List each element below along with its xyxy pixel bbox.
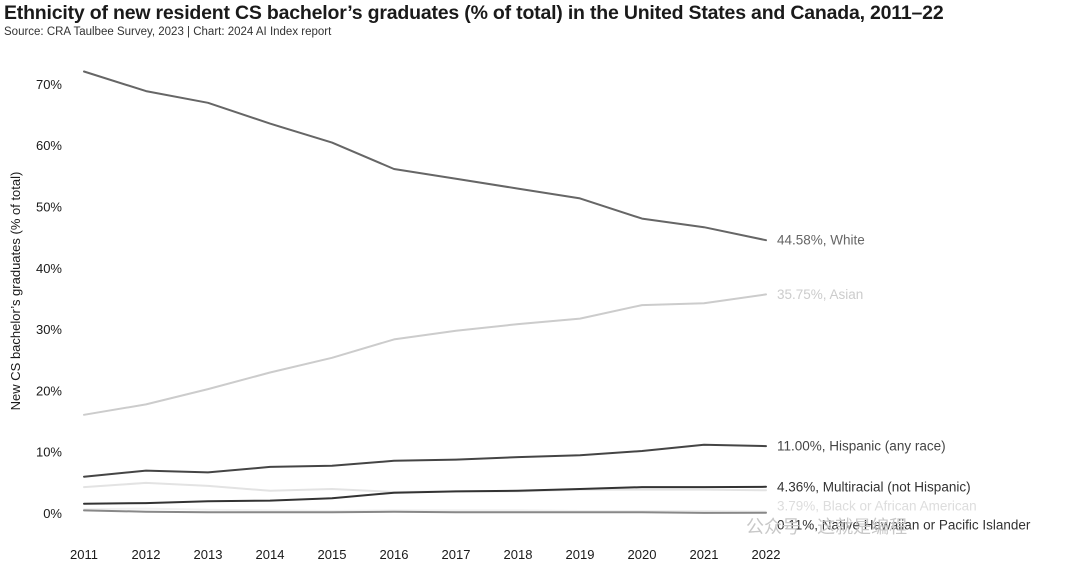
x-tick-label: 2022: [752, 547, 781, 562]
chart-source: Source: CRA Taulbee Survey, 2023 | Chart…: [4, 26, 332, 38]
series-end-label: 4.36%, Multiracial (not Hispanic): [777, 479, 971, 494]
x-tick-label: 2018: [504, 547, 533, 562]
y-tick-label: 20%: [36, 383, 62, 398]
y-tick-label: 30%: [36, 322, 62, 337]
x-tick-label: 2012: [132, 547, 161, 562]
y-tick-label: 50%: [36, 200, 62, 215]
y-tick-label: 0%: [43, 506, 62, 521]
x-tick-label: 2016: [380, 547, 409, 562]
series-line: [83, 443, 767, 478]
series-end-label: 35.75%, Asian: [777, 287, 863, 302]
series-end-label: 0.11%, Native Hawaiian or Pacific Island…: [777, 517, 1031, 532]
x-tick-label: 2011: [70, 547, 98, 562]
x-tick-label: 2021: [690, 547, 719, 562]
x-tick-label: 2013: [194, 547, 223, 562]
y-tick-label: 60%: [36, 138, 62, 153]
y-tick-label: 70%: [36, 77, 62, 92]
series-line: [83, 485, 767, 505]
x-tick-label: 2017: [442, 547, 471, 562]
x-tick-label: 2020: [628, 547, 657, 562]
series-line: [83, 507, 767, 513]
y-axis-label-group: New CS bachelor’s graduates (% of total): [8, 172, 23, 411]
y-axis-label: New CS bachelor’s graduates (% of total): [8, 172, 23, 411]
y-tick-label: 40%: [36, 261, 62, 276]
series-end-label: 11.00%, Hispanic (any race): [777, 439, 946, 454]
y-tick-label: 10%: [36, 445, 62, 460]
series-end-label: 3.79%, Black or African American: [777, 498, 977, 513]
x-tick-label: 2019: [566, 547, 595, 562]
x-tick-label: 2015: [318, 547, 347, 562]
series-end-label: 44.58%, White: [777, 233, 865, 248]
series-line: [83, 509, 767, 514]
series-line: [83, 293, 767, 416]
series-lines: [83, 70, 767, 514]
x-tick-label: 2014: [256, 547, 285, 562]
series-line: [83, 70, 767, 242]
x-axis-ticks: 2011 2012 2013 2014 2015 2016 2017 2018 2019 2020…: [70, 547, 780, 562]
y-axis-ticks: 0% 10% 20% 30% 40% 50% 60% 70%: [36, 77, 62, 521]
watermark-text: 公众号 · 这就是编程: [746, 517, 907, 538]
chart-title: Ethnicity of new resident CS bachelor’s …: [4, 2, 944, 24]
series-end-labels: 44.58%, White 35.75%, Asian 11.00%, Hispan…: [777, 233, 1031, 533]
